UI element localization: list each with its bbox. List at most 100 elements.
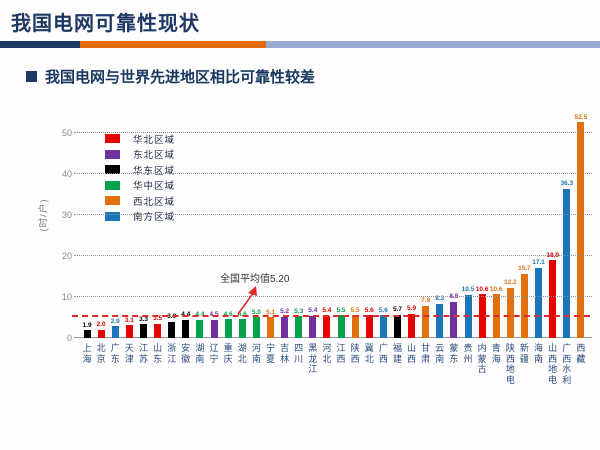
legend: 华北区域 东北区域 华东区域 华中区域 西北区域 南方区域 [105, 131, 175, 224]
x-axis-label: 四川 [294, 343, 304, 364]
bar: 7.9 [419, 298, 433, 338]
bar-rect [393, 314, 401, 338]
bar-rect [196, 319, 204, 338]
x-axis-label: 广西 [378, 343, 388, 364]
bar-rect [252, 317, 260, 338]
x-axis-label: 辽宁 [209, 343, 219, 364]
bar: 4.5 [207, 311, 221, 338]
x-axis-label: 上海 [82, 343, 92, 364]
legend-label: 华中区域 [133, 181, 176, 193]
x-axis-label: 广东 [110, 343, 120, 364]
bar: 5.5 [348, 306, 362, 338]
bar: 15.7 [517, 265, 531, 338]
x-axis-label: 江西 [336, 343, 346, 364]
x-axis-label: 贵州 [463, 343, 473, 364]
bar-rect [549, 260, 557, 338]
x-axis-label: 山东 [153, 343, 163, 364]
legend-swatch-icon [105, 165, 120, 175]
bar-rect [210, 319, 218, 338]
bar-rect [238, 319, 246, 338]
x-axis-label: 云南 [435, 343, 445, 364]
bar-rect [182, 319, 190, 338]
bar-rect [422, 305, 430, 338]
x-axis-label: 天津 [124, 343, 134, 364]
bar-value-label: 3.3 [138, 315, 149, 323]
x-axis-label: 内蒙古 [477, 343, 487, 375]
bar-rect [337, 315, 345, 338]
bar-value-label: 5.5 [336, 306, 346, 314]
x-axis-line [74, 337, 592, 338]
bar: 4.6 [221, 310, 235, 338]
bar-value-label: 15.7 [518, 265, 531, 272]
bar: 5.5 [334, 306, 348, 338]
x-axis-label: 山西地电 [548, 343, 558, 385]
bar-rect [139, 324, 147, 338]
y-tick-label: 30 [61, 209, 72, 220]
x-axis-label: 西藏 [576, 343, 586, 364]
y-tick-label: 0 [66, 333, 72, 343]
bar-value-label: 18.9 [546, 251, 559, 259]
gridline [74, 213, 592, 215]
bar-value-label: 5.0 [251, 308, 261, 316]
legend-swatch-icon [105, 196, 120, 206]
bar-value-label: 10.5 [461, 286, 475, 294]
bar: 5.4 [320, 308, 334, 338]
x-axis-label: 福建 [392, 343, 402, 364]
bullet-text: 我国电网与世界先进地区相比可靠性较差 [45, 69, 316, 86]
x-axis-label: 安徽 [181, 343, 191, 364]
bar-rect [111, 326, 119, 338]
x-axis-label: 海南 [534, 343, 544, 364]
legend-item: 南方区域 [105, 209, 175, 225]
bar-value-label: 3.5 [153, 315, 163, 323]
bar: 5.4 [306, 308, 320, 338]
bar-rect [309, 315, 317, 338]
x-axis-label: 蒙东 [449, 343, 459, 364]
bar: 5.7 [390, 307, 404, 338]
bar-value-label: 10.6 [489, 285, 503, 293]
bar: 8.3 [433, 296, 447, 338]
bar-value-label: 3.9 [167, 313, 177, 321]
average-annotation-arrow [237, 286, 257, 315]
bar: 12.2 [503, 280, 517, 338]
divider-segment-orange [80, 41, 266, 48]
x-axis-label: 新疆 [519, 343, 529, 364]
legend-label: 西北区域 [133, 196, 176, 208]
bar-value-label: 4.6 [223, 310, 233, 318]
x-axis-label: 黑龙江 [308, 343, 318, 375]
bar-value-label: 5.5 [350, 306, 360, 314]
bar: 17.1 [532, 260, 546, 338]
legend-swatch-icon [105, 180, 120, 190]
bar-rect [83, 330, 91, 338]
bar-rect [365, 315, 373, 338]
page-title: 我国电网可靠性现状 [11, 13, 200, 35]
bar: 3.3 [136, 315, 150, 338]
bar: 5.1 [263, 309, 277, 338]
x-axis-label: 甘肃 [421, 343, 431, 364]
bar-rect [506, 287, 514, 338]
bar-value-label: 52.5 [574, 113, 588, 121]
bar: 10.6 [475, 286, 489, 338]
bar-rect [224, 319, 232, 338]
x-axis-label: 浙江 [167, 343, 177, 364]
legend-item: 华东区域 [105, 162, 175, 178]
legend-label: 华东区域 [133, 165, 176, 177]
bar-rect [450, 301, 458, 338]
legend-item: 华中区域 [105, 178, 175, 194]
x-axis-labels: 上海 北京 广东 天津 江苏 山东 浙江 安徽 湖南 辽宁 重庆 湖北 河南 宁夏 吉林 四川 黑龙江 河北 江西陕… [78, 343, 590, 388]
bar-value-label: 1.9 [82, 321, 92, 329]
bar: 5.0 [249, 308, 263, 338]
plot: (时/户) 华北区域 东北区域 华东区域 华中区域 西北区域 南方区域 1.9 2.0 2.9… [38, 112, 592, 343]
bar: 36.3 [560, 181, 574, 338]
x-axis-label: 湖南 [195, 343, 205, 364]
bar: 5.6 [362, 306, 376, 338]
legend-label: 南方区域 [133, 212, 176, 224]
legend-swatch-icon [105, 211, 120, 221]
bar: 2.9 [108, 318, 122, 338]
bar-value-label: 5.7 [392, 306, 402, 314]
x-axis-label: 山西 [407, 343, 417, 364]
bar-rect [563, 188, 571, 338]
bar-value-label: 5.9 [407, 305, 417, 313]
bar-value-label: 5.6 [364, 306, 374, 314]
divider-segment-navy [0, 41, 80, 48]
bar-rect [323, 315, 331, 338]
